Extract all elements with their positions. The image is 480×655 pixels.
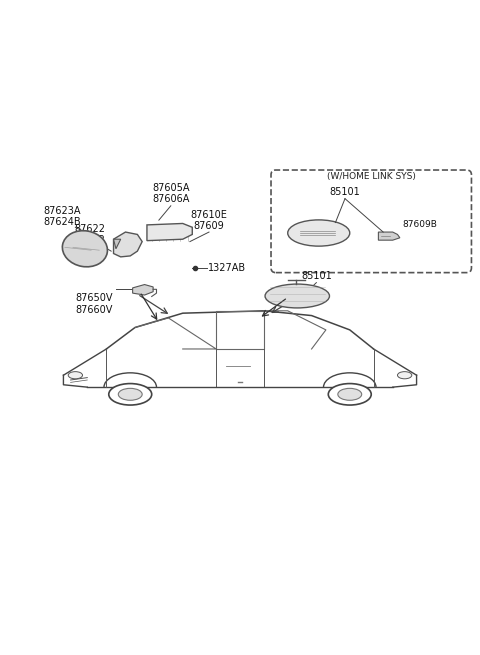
Polygon shape — [132, 284, 153, 295]
Polygon shape — [147, 223, 192, 240]
Ellipse shape — [109, 384, 152, 405]
Text: 87605A
87606A: 87605A 87606A — [152, 183, 190, 204]
Text: 87623A
87624B: 87623A 87624B — [44, 206, 81, 227]
Ellipse shape — [62, 231, 108, 267]
Text: 1327AB: 1327AB — [207, 263, 246, 273]
Ellipse shape — [328, 384, 371, 405]
Text: (W/HOME LINK SYS): (W/HOME LINK SYS) — [327, 172, 416, 181]
FancyBboxPatch shape — [271, 170, 471, 272]
Text: 85101: 85101 — [301, 271, 332, 281]
Ellipse shape — [68, 371, 83, 379]
Text: 87650V
87660V: 87650V 87660V — [76, 293, 113, 315]
Text: 85101: 85101 — [330, 187, 360, 196]
Text: 87610E
87609: 87610E 87609 — [191, 210, 228, 231]
Text: 87622
87612: 87622 87612 — [74, 224, 105, 246]
Text: 87609B: 87609B — [402, 220, 437, 229]
Ellipse shape — [265, 284, 329, 308]
Polygon shape — [378, 232, 400, 240]
Ellipse shape — [288, 220, 350, 246]
Polygon shape — [114, 239, 120, 249]
Ellipse shape — [397, 371, 412, 379]
Ellipse shape — [118, 388, 142, 400]
Polygon shape — [114, 232, 142, 257]
Ellipse shape — [338, 388, 362, 400]
